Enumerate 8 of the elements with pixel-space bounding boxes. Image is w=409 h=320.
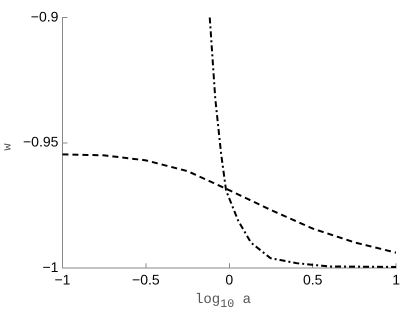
- y-axis-title: w: [0, 143, 15, 151]
- x-tick-label: 0.5: [302, 271, 323, 288]
- x-tick-label: −0.5: [132, 271, 160, 288]
- x-tick-label: 0: [225, 271, 234, 288]
- y-tick-label: −0.95: [22, 134, 59, 150]
- y-tick-label: −0.9: [30, 8, 59, 24]
- x-axis-title: log$_{10}$ a: [195, 292, 252, 311]
- x-tick-label: 1: [392, 271, 400, 288]
